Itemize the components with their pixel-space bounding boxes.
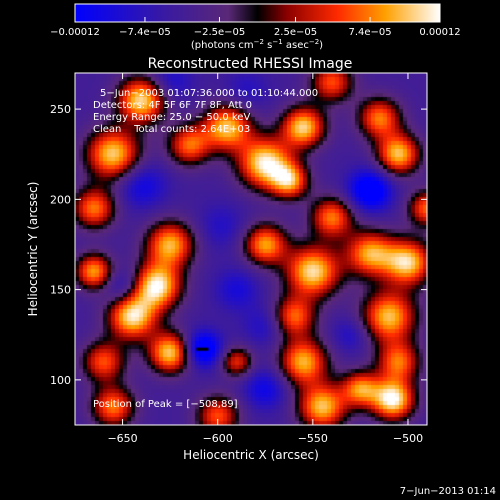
colorbar-units: (photons cm−2 s−1 asec−2) bbox=[191, 38, 323, 51]
annotation-detectors: Detectors: 4F 5F 6F 7F 8F, Att 0 bbox=[93, 100, 252, 111]
y-tick-label: 100 bbox=[50, 374, 71, 387]
annotation-block: 5−Jun−2003 01:07:36.000 to 01:10:44.000 … bbox=[93, 88, 318, 135]
plot-area bbox=[74, 72, 428, 426]
chart-title: Reconstructed RHESSI Image bbox=[148, 56, 353, 72]
colorbar-tick-label: 2.5e−05 bbox=[274, 27, 317, 38]
axis-ticks: −650 −600 −550 −500 100 150 200 250 bbox=[50, 73, 427, 445]
colorbar-tick-label: 0.00012 bbox=[419, 27, 460, 38]
colorbar-ticks: −0.00012 −7.4e−05 −2.5e−05 2.5e−05 7.4e−05 0.… bbox=[50, 17, 461, 38]
y-tick-label: 250 bbox=[50, 103, 71, 116]
annotation-clean: Clean Total counts: 2.64E+03 bbox=[93, 124, 250, 135]
colorbar-tick-label: 7.4e−05 bbox=[348, 27, 391, 38]
annotation-energy: Energy Range: 25.0 − 50.0 keV bbox=[93, 112, 250, 123]
colorbar-tick-label: −7.4e−05 bbox=[119, 27, 171, 38]
colorbar bbox=[74, 3, 441, 23]
x-axis-label: Heliocentric X (arcsec) bbox=[183, 448, 319, 462]
y-tick-label: 150 bbox=[50, 284, 71, 297]
x-tick-label: −550 bbox=[298, 432, 328, 445]
heatmap-image bbox=[75, 73, 427, 425]
y-axis-label: Heliocentric Y (arcsec) bbox=[26, 182, 40, 317]
y-tick-label: 200 bbox=[50, 193, 71, 206]
colorbar-tick-label: −0.00012 bbox=[50, 27, 100, 38]
peak-position-label: Position of Peak = [−508,89] bbox=[93, 399, 238, 410]
x-tick-label: −500 bbox=[393, 432, 423, 445]
x-tick-label: −650 bbox=[107, 432, 137, 445]
x-tick-label: −600 bbox=[203, 432, 233, 445]
timestamp: 7−Jun−2013 01:14 bbox=[400, 486, 496, 497]
annotation-time: 5−Jun−2003 01:07:36.000 to 01:10:44.000 bbox=[100, 88, 318, 99]
plot-frame bbox=[74, 72, 428, 426]
colorbar-tick-label: −2.5e−05 bbox=[194, 27, 246, 38]
